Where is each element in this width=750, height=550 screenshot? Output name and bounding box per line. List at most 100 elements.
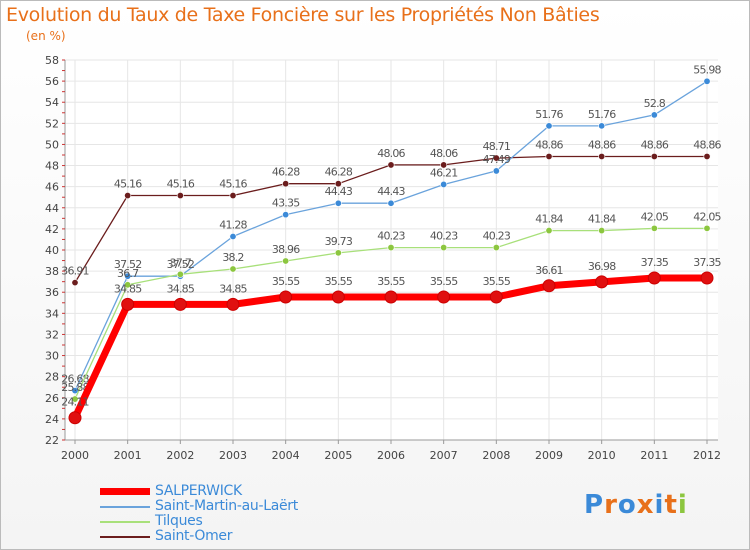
data-point — [71, 279, 79, 287]
y-tick-label: 24 — [45, 413, 59, 426]
y-tick-label: 58 — [45, 54, 59, 67]
y-tick-label: 40 — [45, 244, 59, 257]
data-point — [387, 161, 395, 169]
data-label: 48.86 — [693, 138, 721, 151]
y-tick-label: 54 — [45, 96, 59, 109]
data-label: 37.7 — [170, 256, 192, 269]
data-label: 45.16 — [167, 178, 195, 191]
x-tick-label: 2000 — [61, 449, 89, 462]
data-point — [387, 244, 395, 252]
data-label: 47.49 — [483, 153, 511, 166]
data-point — [226, 297, 240, 311]
data-label: 51.76 — [535, 108, 563, 121]
legend-label: Tilques — [155, 513, 203, 529]
unit-label: (en %) — [26, 29, 66, 43]
x-tick-label: 2002 — [166, 449, 194, 462]
legend-item-saint-martin[interactable]: Saint-Martin-au-Laërt — [100, 498, 400, 514]
data-label: 39.73 — [325, 235, 353, 248]
data-point — [124, 281, 132, 289]
data-point — [489, 290, 503, 304]
y-tick-label: 36 — [45, 286, 59, 299]
y-tick-label: 22 — [45, 434, 59, 447]
legend-label: Saint-Martin-au-Laërt — [155, 498, 298, 514]
data-label: 46.28 — [325, 166, 353, 179]
y-tick-label: 32 — [45, 328, 59, 341]
data-label: 40.23 — [483, 230, 511, 243]
data-point — [492, 244, 500, 252]
data-point — [334, 249, 342, 257]
data-point — [545, 152, 553, 160]
data-point — [440, 180, 448, 188]
data-point — [334, 199, 342, 207]
data-label: 35.55 — [377, 275, 405, 288]
data-label: 48.86 — [535, 138, 563, 151]
data-label: 36.61 — [535, 264, 563, 277]
data-point — [384, 290, 398, 304]
data-point — [545, 122, 553, 130]
legend-label: SALPERWICK — [155, 483, 242, 499]
y-tick-label: 50 — [45, 138, 59, 151]
data-point — [598, 227, 606, 235]
data-label: 36.91 — [61, 265, 89, 278]
data-point — [282, 211, 290, 219]
x-tick-label: 2008 — [482, 449, 510, 462]
data-label: 43.35 — [272, 197, 300, 210]
chart-title: Evolution du Taux de Taxe Foncière sur l… — [6, 4, 600, 26]
y-tick-label: 46 — [45, 181, 59, 194]
y-tick-label: 38 — [45, 265, 59, 278]
data-label: 42.05 — [693, 210, 721, 223]
data-point — [121, 297, 135, 311]
data-label: 45.16 — [114, 178, 142, 191]
data-point — [700, 271, 714, 285]
data-label: 55.98 — [693, 63, 721, 76]
data-point — [703, 152, 711, 160]
x-tick-label: 2003 — [219, 449, 247, 462]
y-tick-label: 34 — [45, 307, 59, 320]
data-label: 35.55 — [325, 275, 353, 288]
data-label: 42.05 — [641, 210, 669, 223]
x-tick-label: 2005 — [324, 449, 352, 462]
logo-letter: i — [654, 490, 665, 520]
data-point — [650, 111, 658, 119]
x-tick-label: 2001 — [114, 449, 142, 462]
legend-swatch — [100, 488, 150, 495]
legend-swatch — [100, 506, 150, 508]
data-point — [331, 290, 345, 304]
logo-letter: o — [617, 490, 637, 520]
logo-letter: i — [677, 490, 688, 520]
data-point — [71, 395, 79, 403]
data-label: 52.8 — [644, 97, 666, 110]
data-point — [334, 180, 342, 188]
data-point — [492, 167, 500, 175]
data-point — [229, 265, 237, 273]
legend-item-salperwick[interactable]: SALPERWICK — [100, 483, 400, 499]
data-label: 48.71 — [483, 140, 511, 153]
data-point — [387, 199, 395, 207]
x-tick-label: 2012 — [693, 449, 721, 462]
data-point — [279, 290, 293, 304]
legend-item-tilques[interactable]: Tilques — [100, 513, 400, 529]
logo-letter: P — [584, 490, 605, 520]
data-label: 46.21 — [430, 166, 458, 179]
data-point — [598, 152, 606, 160]
data-point — [176, 270, 184, 278]
data-label: 37.52 — [167, 258, 195, 271]
legend-item-saint-omer[interactable]: Saint-Omer — [100, 528, 400, 544]
y-tick-label: 28 — [45, 371, 59, 384]
x-tick-label: 2007 — [430, 449, 458, 462]
data-label: 38.96 — [272, 243, 300, 256]
data-label: 38.2 — [222, 251, 243, 264]
data-point — [598, 122, 606, 130]
y-tick-label: 44 — [45, 202, 59, 215]
data-label: 51.76 — [588, 108, 616, 121]
y-tick-label: 30 — [45, 350, 59, 363]
data-point — [124, 192, 132, 200]
data-label: 48.86 — [641, 138, 669, 151]
data-point — [703, 224, 711, 232]
x-tick-label: 2011 — [640, 449, 668, 462]
data-point — [650, 152, 658, 160]
data-point — [282, 257, 290, 265]
data-label: 44.43 — [325, 185, 353, 198]
data-point — [440, 244, 448, 252]
data-label: 44.43 — [377, 185, 405, 198]
